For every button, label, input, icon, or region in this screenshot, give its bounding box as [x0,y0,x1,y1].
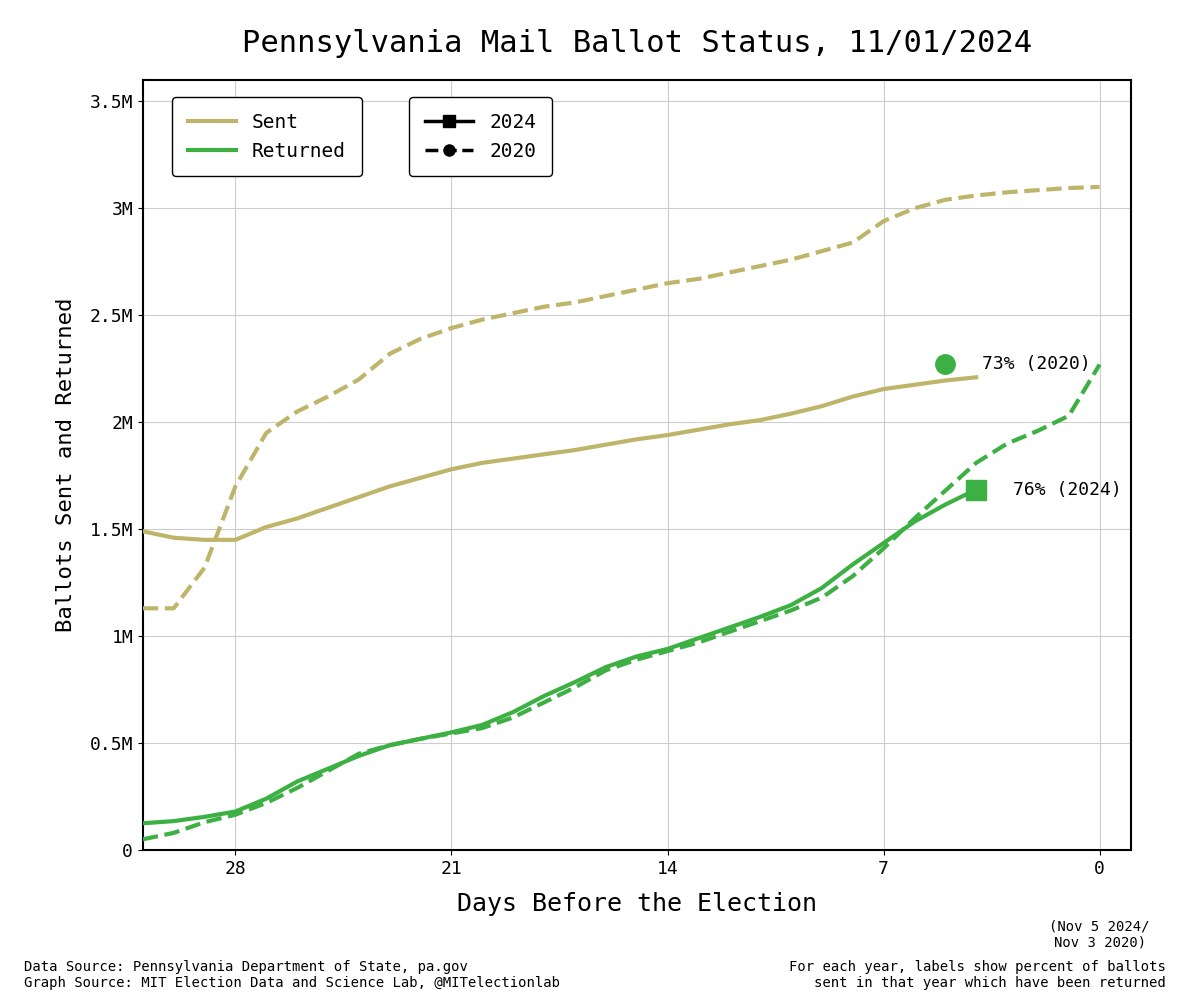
Text: For each year, labels show percent of ballots
sent in that year which have been : For each year, labels show percent of ba… [789,960,1166,990]
Y-axis label: Ballots Sent and Returned: Ballots Sent and Returned [56,298,76,632]
Title: Pennsylvania Mail Ballot Status, 11/01/2024: Pennsylvania Mail Ballot Status, 11/01/2… [242,29,1032,58]
Text: (Nov 5 2024/
Nov 3 2020): (Nov 5 2024/ Nov 3 2020) [1050,919,1150,950]
Text: 76% (2024): 76% (2024) [1013,481,1122,499]
Text: Data Source: Pennsylvania Department of State, pa.gov
Graph Source: MIT Election: Data Source: Pennsylvania Department of … [24,960,559,990]
X-axis label: Days Before the Election: Days Before the Election [457,892,816,916]
Legend: 2024, 2020: 2024, 2020 [409,97,552,176]
Text: 73% (2020): 73% (2020) [983,355,1091,373]
